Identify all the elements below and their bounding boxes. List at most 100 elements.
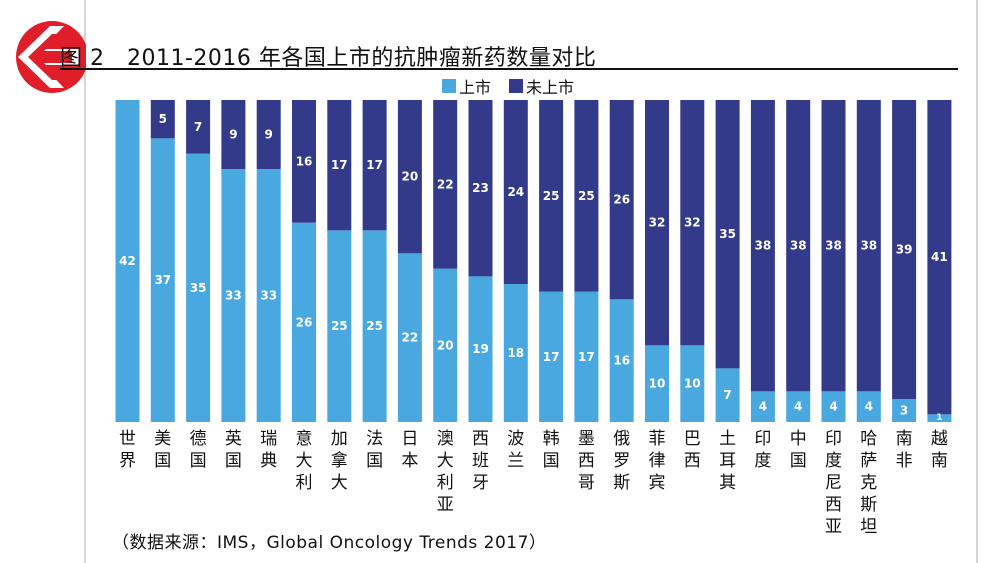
bar-unlisted-1	[150, 100, 175, 139]
bar-unlisted-10	[468, 100, 493, 277]
category-label-16: 巴西	[684, 429, 701, 471]
category-label-17: 土耳其	[719, 429, 736, 493]
bar-listed-21	[856, 391, 881, 422]
value-label-unlisted-16: 32	[684, 216, 701, 230]
legend-label-listed: 上市	[459, 78, 492, 97]
value-label-listed-5: 26	[296, 315, 313, 329]
bar-listed-6	[327, 230, 352, 422]
bar-unlisted-13	[574, 100, 599, 292]
legend-swatch-listed	[442, 79, 456, 93]
legend-item-listed: 上市	[442, 74, 491, 98]
value-label-unlisted-3: 9	[229, 128, 237, 142]
title-underline	[60, 68, 958, 70]
bar-unlisted-19	[786, 100, 811, 392]
bar-unlisted-16	[680, 100, 705, 346]
bar-listed-7	[362, 230, 387, 422]
value-label-unlisted-6: 17	[331, 158, 348, 172]
bar-unlisted-11	[503, 100, 528, 284]
value-label-listed-19: 4	[794, 400, 802, 414]
category-label-10: 西班牙	[472, 429, 489, 493]
value-label-unlisted-19: 38	[790, 239, 807, 253]
category-label-7: 法国	[366, 429, 383, 471]
category-label-23: 越南	[931, 429, 948, 471]
category-label-5: 意大利	[296, 429, 313, 493]
bar-listed-15	[645, 345, 669, 422]
bar-listed-16	[680, 345, 705, 422]
bar-unlisted-7	[362, 100, 387, 231]
value-label-listed-18: 4	[759, 400, 767, 414]
value-label-unlisted-8: 20	[402, 170, 419, 184]
bar-listed-2	[186, 153, 211, 422]
source-note: （数据来源：IMS，Global Oncology Trends 2017）	[112, 533, 547, 553]
value-label-listed-17: 7	[723, 388, 731, 402]
value-label-unlisted-18: 38	[755, 239, 772, 253]
value-label-listed-23: 1	[936, 413, 942, 423]
category-label-14: 俄罗斯	[613, 429, 630, 493]
category-label-13: 墨西哥	[578, 429, 595, 493]
value-label-listed-8: 22	[402, 331, 419, 345]
logo-icon	[16, 21, 86, 93]
value-label-unlisted-9: 22	[437, 177, 454, 191]
value-label-listed-7: 25	[366, 319, 383, 333]
category-label-6: 加拿大	[331, 429, 348, 493]
bar-listed-20	[821, 391, 846, 422]
value-label-unlisted-13: 25	[578, 189, 595, 203]
chart-title: 图 2 2011-2016 年各国上市的抗肿瘤新药数量对比	[60, 46, 597, 71]
bar-unlisted-21	[856, 100, 881, 392]
bar-listed-11	[503, 284, 528, 422]
category-label-4: 瑞典	[260, 429, 277, 471]
value-label-listed-11: 18	[507, 346, 524, 360]
value-label-unlisted-23: 41	[931, 250, 948, 264]
value-label-unlisted-7: 17	[366, 158, 383, 172]
value-label-listed-0: 42	[119, 254, 136, 268]
value-label-listed-16: 10	[684, 377, 701, 391]
bar-listed-4	[256, 169, 281, 422]
bar-unlisted-23	[927, 100, 952, 415]
value-label-listed-12: 17	[543, 350, 560, 364]
bar-listed-5	[292, 222, 316, 422]
bar-unlisted-18	[750, 100, 775, 392]
bar-unlisted-14	[609, 100, 634, 300]
bar-unlisted-4	[256, 100, 281, 169]
category-label-19: 中国	[790, 429, 807, 471]
bar-listed-0	[115, 100, 140, 422]
bar-listed-14	[609, 299, 634, 422]
value-label-listed-15: 10	[649, 377, 666, 391]
value-label-listed-21: 4	[865, 400, 873, 414]
bar-listed-22	[892, 399, 917, 422]
category-label-2: 德国	[190, 429, 207, 471]
bar-listed-19	[786, 391, 811, 422]
bar-listed-8	[397, 253, 422, 422]
category-label-0: 世界	[119, 429, 136, 471]
bar-unlisted-5	[292, 100, 316, 223]
legend-item-unlisted: 未上市	[509, 74, 574, 98]
legend-swatch-unlisted	[509, 79, 524, 93]
value-label-listed-1: 37	[154, 273, 171, 287]
bar-listed-23	[927, 414, 952, 422]
value-label-listed-14: 16	[613, 354, 630, 368]
bar-unlisted-20	[821, 100, 846, 392]
bar-unlisted-12	[539, 100, 564, 292]
category-label-12: 韩国	[543, 429, 560, 471]
value-label-unlisted-21: 38	[860, 239, 877, 253]
category-label-9: 澳大利亚	[437, 429, 454, 515]
value-label-unlisted-11: 24	[507, 185, 524, 199]
category-label-1: 美国	[154, 429, 171, 471]
value-label-listed-22: 3	[900, 404, 908, 418]
category-label-18: 印度	[754, 429, 771, 471]
value-label-unlisted-17: 35	[719, 227, 736, 241]
value-label-listed-6: 25	[331, 319, 348, 333]
value-label-unlisted-2: 7	[194, 120, 202, 134]
bar-unlisted-9	[433, 100, 458, 269]
value-label-listed-2: 35	[190, 281, 207, 295]
bar-unlisted-8	[397, 100, 422, 254]
value-label-unlisted-22: 39	[896, 243, 913, 257]
page-frame	[84, 0, 978, 563]
bar-listed-10	[468, 276, 493, 422]
category-label-11: 波兰	[507, 429, 524, 471]
value-label-unlisted-15: 32	[649, 216, 666, 230]
value-label-listed-20: 4	[829, 400, 837, 414]
category-label-15: 菲律宾	[649, 429, 666, 493]
category-label-3: 英国	[225, 429, 242, 471]
